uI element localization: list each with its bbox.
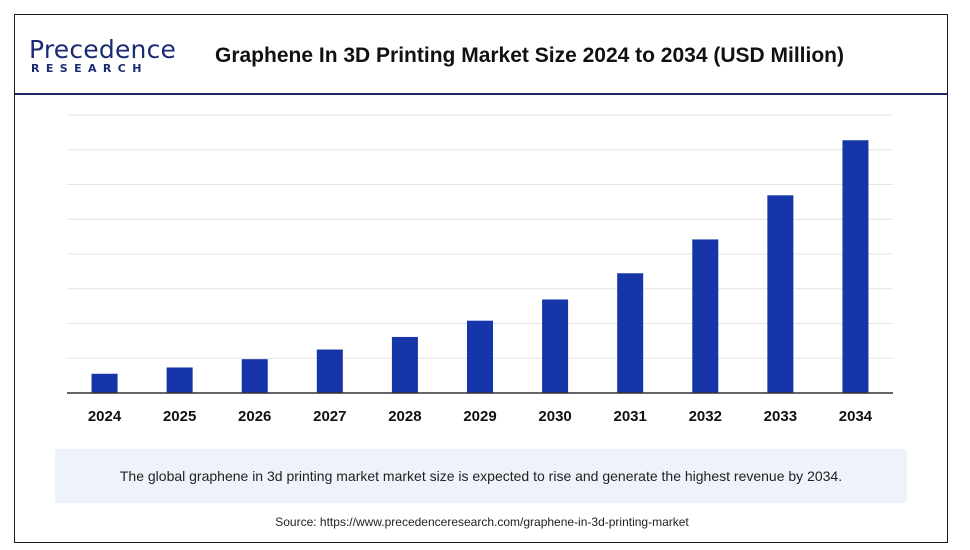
x-tick-label-2029: 2029: [463, 408, 496, 425]
brand-sub: RESEARCH: [31, 62, 148, 75]
bar-2029: [467, 320, 493, 393]
bar-2033: [767, 195, 794, 393]
x-tick-label-2027: 2027: [313, 408, 346, 425]
chart-frame: Precedence RESEARCH Graphene In 3D Print…: [14, 14, 948, 543]
summary-note: The global graphene in 3d printing marke…: [55, 449, 907, 503]
bar-2031: [617, 273, 644, 393]
x-tick-label-2033: 2033: [764, 408, 797, 425]
bar-2025: [166, 367, 193, 393]
bar-2028: [391, 336, 418, 393]
x-tick-label-2028: 2028: [388, 408, 421, 425]
chart-title: Graphene In 3D Printing Market Size 2024…: [215, 44, 844, 67]
x-tick-label-2034: 2034: [839, 408, 873, 425]
x-tick-label-2030: 2030: [538, 408, 571, 425]
x-tick-label-2025: 2025: [163, 408, 196, 425]
brand-logo: Precedence RESEARCH: [29, 35, 179, 79]
bar-2027: [316, 349, 343, 393]
bar-chart: 2024 2025 2026 2027 2028 2029 2030 2031 2032 2033…: [67, 114, 893, 425]
chart-area: 2024 2025 2026 2027 2028 2029 2030 2031 2032 2033…: [15, 95, 949, 445]
bar-2034: [842, 140, 869, 393]
brand-name: Precedence: [29, 35, 177, 64]
x-tick-label-2024: 2024: [88, 408, 122, 425]
bar-2024: [91, 373, 118, 393]
bar-2026: [241, 359, 268, 393]
bar-2032: [692, 239, 719, 393]
x-tick-label-2032: 2032: [689, 408, 722, 425]
x-tick-label-2026: 2026: [238, 408, 271, 425]
x-tick-label-2031: 2031: [613, 408, 646, 425]
source-text: Source: https://www.precedenceresearch.c…: [275, 515, 689, 529]
header: Precedence RESEARCH Graphene In 3D Print…: [15, 15, 947, 95]
bar-2030: [542, 299, 569, 393]
